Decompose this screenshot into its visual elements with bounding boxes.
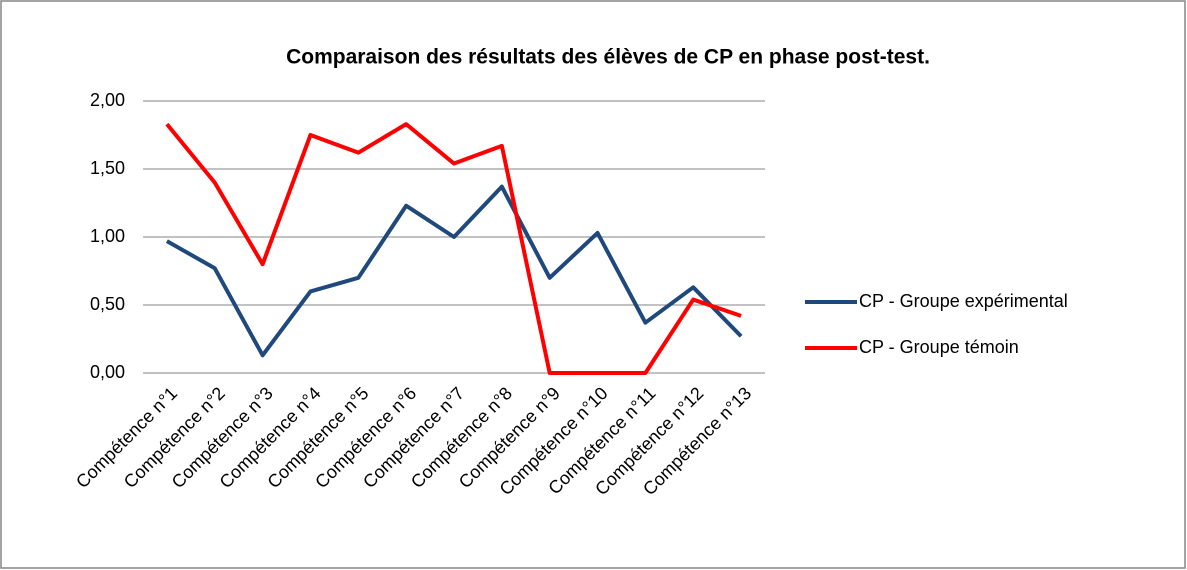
series-line xyxy=(165,184,743,358)
y-tick-label: 1,50 xyxy=(90,158,125,178)
chart-title: Comparaison des résultats des élèves de … xyxy=(286,46,930,69)
legend-label: CP - Groupe témoin xyxy=(859,337,1019,357)
y-tick-label: 0,00 xyxy=(90,362,125,382)
legend-label: CP - Groupe expérimental xyxy=(859,291,1068,311)
y-tick-label: 2,00 xyxy=(90,90,125,110)
series-line xyxy=(165,122,742,375)
y-tick-label: 1,00 xyxy=(90,226,125,246)
y-tick-label: 0,50 xyxy=(90,294,125,314)
